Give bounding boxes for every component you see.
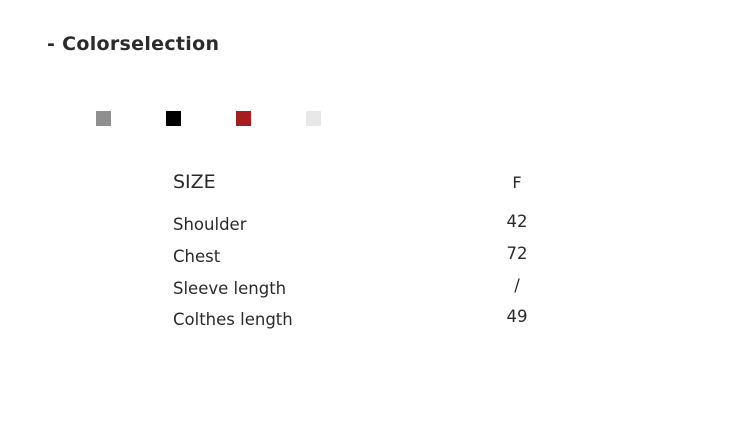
row-label: Colthes length bbox=[173, 310, 293, 329]
section-title: - Colorselection bbox=[47, 33, 220, 55]
row-value: / bbox=[514, 276, 520, 295]
row-label: Chest bbox=[173, 247, 221, 266]
row-value: 42 bbox=[506, 212, 528, 231]
table-row: Colthes length 49 bbox=[173, 307, 547, 334]
color-swatch-red[interactable] bbox=[236, 111, 251, 126]
row-label: Sleeve length bbox=[173, 279, 287, 298]
table-row: Shoulder 42 bbox=[173, 212, 547, 239]
color-swatch-light-gray[interactable] bbox=[306, 111, 321, 126]
row-value: 72 bbox=[506, 244, 528, 263]
table-row: Chest 72 bbox=[173, 244, 547, 271]
size-column-header: F bbox=[512, 173, 522, 192]
size-header: SIZE bbox=[173, 171, 216, 193]
row-label: Shoulder bbox=[173, 215, 247, 234]
color-swatch-black[interactable] bbox=[166, 111, 181, 126]
color-swatch-gray[interactable] bbox=[96, 111, 111, 126]
row-value: 49 bbox=[506, 307, 528, 326]
table-row: Sleeve length / bbox=[173, 276, 547, 303]
